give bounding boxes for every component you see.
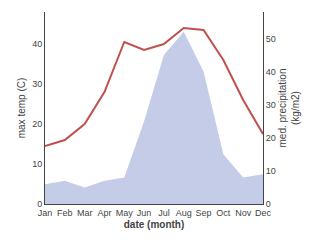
svg-text:Apr: Apr <box>97 208 111 218</box>
svg-text:May: May <box>116 208 134 218</box>
svg-text:40: 40 <box>266 67 276 77</box>
svg-text:Nov: Nov <box>235 208 252 218</box>
svg-text:40: 40 <box>32 39 42 49</box>
svg-text:10: 10 <box>266 166 276 176</box>
svg-text:date (month): date (month) <box>124 219 185 230</box>
svg-text:Jul: Jul <box>158 208 170 218</box>
svg-text:Sep: Sep <box>196 208 212 218</box>
svg-text:20: 20 <box>266 133 276 143</box>
svg-text:Jun: Jun <box>137 208 152 218</box>
svg-text:30: 30 <box>266 100 276 110</box>
svg-text:20: 20 <box>32 119 42 129</box>
svg-text:0: 0 <box>266 199 271 209</box>
svg-text:Feb: Feb <box>57 208 73 218</box>
svg-text:Dec: Dec <box>255 208 272 218</box>
svg-text:Jan: Jan <box>38 208 53 218</box>
svg-text:0: 0 <box>37 199 42 209</box>
svg-text:Aug: Aug <box>176 208 192 218</box>
svg-text:Mar: Mar <box>77 208 93 218</box>
svg-text:30: 30 <box>32 79 42 89</box>
svg-text:10: 10 <box>32 159 42 169</box>
svg-text:med. precipitation(kg/m2): med. precipitation(kg/m2) <box>277 69 301 148</box>
svg-text:Oct: Oct <box>216 208 231 218</box>
svg-text:50: 50 <box>266 34 276 44</box>
svg-text:max temp (C): max temp (C) <box>16 78 27 139</box>
